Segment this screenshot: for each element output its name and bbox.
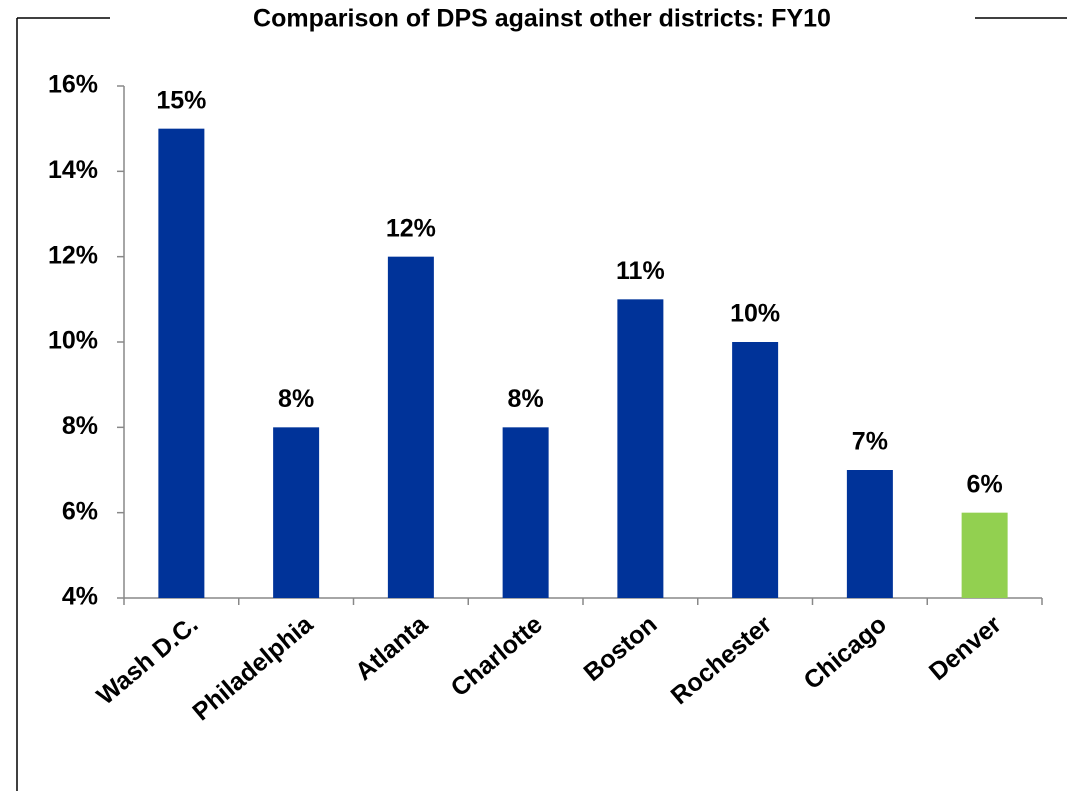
bar: [502, 427, 549, 598]
chart-title: Comparison of DPS against other district…: [253, 5, 831, 33]
x-tick-label: Rochester: [666, 610, 778, 710]
value-label: 15%: [156, 86, 206, 114]
x-tick-label: Denver: [924, 610, 1007, 686]
value-label: 8%: [508, 385, 544, 413]
x-tick-label: Wash D.C.: [91, 610, 203, 710]
x-tick-label: Chicago: [798, 610, 892, 695]
x-tick-label: Atlanta: [350, 610, 434, 687]
y-tick-label: 6%: [62, 497, 98, 525]
bar: [732, 342, 779, 598]
value-label: 11%: [616, 257, 665, 285]
y-tick-label: 8%: [62, 412, 98, 440]
bar: [158, 128, 205, 598]
bar: [846, 470, 893, 598]
value-label: 7%: [852, 428, 888, 456]
bar: [617, 299, 664, 598]
bar: [273, 427, 320, 598]
x-tick-label: Charlotte: [446, 610, 548, 702]
y-tick-label: 4%: [62, 583, 98, 611]
value-label: 6%: [967, 470, 1003, 498]
y-tick-label: 14%: [48, 156, 98, 184]
x-tick-label: Philadelphia: [187, 610, 319, 727]
value-label: 10%: [730, 300, 780, 328]
x-tick-label: Boston: [579, 610, 663, 687]
y-tick-label: 16%: [48, 71, 98, 99]
value-label: 8%: [278, 385, 314, 413]
bar: [387, 256, 434, 598]
y-tick-label: 12%: [48, 241, 98, 269]
value-label: 12%: [386, 214, 436, 242]
y-tick-label: 10%: [48, 327, 98, 355]
bar: [961, 512, 1008, 598]
